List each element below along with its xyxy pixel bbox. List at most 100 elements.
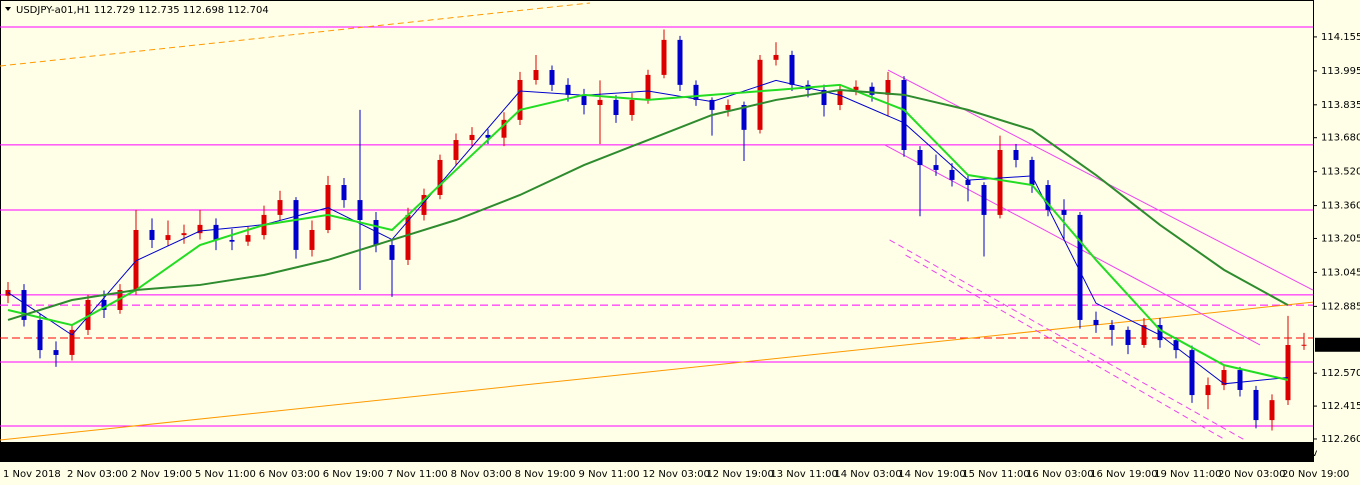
- x-tick-label: 7 Nov 11:00: [387, 469, 448, 480]
- candle-body: [1189, 350, 1195, 396]
- x-tick-label: 15 Nov 02:00: [898, 448, 965, 459]
- candle-body: [1253, 389, 1259, 421]
- x-tick-label: 19 Nov 11:00: [1154, 469, 1221, 480]
- candle-body: [149, 229, 155, 240]
- x-tick-label: 20 Nov 10:00: [1218, 448, 1285, 459]
- candle-body: [293, 200, 299, 250]
- candle-body: [869, 86, 875, 95]
- y-tick-label: 112.260: [1321, 434, 1360, 445]
- x-tick-label: 16 Nov 19:00: [1090, 469, 1157, 480]
- x-tick-label: 7 Nov 02:00: [323, 448, 384, 459]
- y-tick-label: 113.995: [1321, 66, 1360, 77]
- x-tick-label: 16 Nov 10:00: [1026, 448, 1093, 459]
- trend-line: [889, 239, 1246, 441]
- candle-body: [85, 300, 91, 330]
- x-tick-label: 14 Nov 19:00: [898, 469, 965, 480]
- x-tick-label: 6 Nov 19:00: [323, 469, 384, 480]
- candle-body: [565, 84, 571, 95]
- candle-body: [677, 39, 683, 85]
- x-tick-label: 20 Nov 03:00: [1218, 469, 1285, 480]
- candle-body: [517, 79, 523, 120]
- candle-body: [1237, 370, 1243, 390]
- candle-body: [1301, 344, 1307, 346]
- candle-body: [949, 169, 955, 180]
- x-tick-label: 1 Nov 2018: [3, 448, 61, 459]
- candle-body: [357, 200, 363, 221]
- candle-body: [789, 54, 795, 85]
- x-tick-label: 15 Nov 11:00: [962, 469, 1029, 480]
- x-tick-label: 14 Nov 10:00: [834, 448, 901, 459]
- x-tick-label: 13 Nov 02:00: [706, 448, 773, 459]
- candle-body: [965, 179, 971, 186]
- y-tick-label: 114.155: [1321, 32, 1360, 43]
- x-tick-label: 13 Nov 11:00: [770, 469, 837, 480]
- candle-body: [1285, 344, 1291, 401]
- candle-body: [613, 99, 619, 115]
- candle-body: [533, 70, 539, 80]
- candle-body: [997, 150, 1003, 215]
- candle-body: [725, 105, 731, 110]
- candle-body: [213, 224, 219, 240]
- y-tick-label: 113.360: [1321, 201, 1360, 212]
- candle-body: [453, 140, 459, 160]
- y-tick-label: 112.415: [1321, 401, 1360, 412]
- candle-body: [837, 89, 843, 106]
- x-tick-label: 9 Nov 11:00: [579, 469, 640, 480]
- trend-line: [905, 254, 1226, 441]
- price-tag: [1315, 337, 1360, 352]
- x-tick-label: 5 Nov 18:00: [195, 448, 256, 459]
- trend-line: [887, 69, 1314, 291]
- candle-body: [1109, 325, 1115, 330]
- menu-arrow[interactable]: [5, 7, 11, 11]
- y-tick-label: 112.885: [1321, 301, 1360, 312]
- candle-body: [501, 119, 507, 138]
- candle-body: [229, 239, 235, 242]
- candle-body: [117, 290, 123, 310]
- candle-body: [1013, 150, 1019, 160]
- x-tick-label: 2 Nov 03:00: [67, 469, 128, 480]
- x-tick-label: 18:00: [962, 448, 991, 459]
- moving-average: [7, 79, 1289, 385]
- x-tick-label: 18:00: [770, 448, 799, 459]
- time-band: [0, 443, 1314, 462]
- candle-body: [1157, 325, 1163, 341]
- plot-frame: [0, 0, 1314, 443]
- x-tick-label: 2 Nov 10:00: [67, 448, 128, 459]
- candle-body: [21, 290, 27, 320]
- candle-body: [709, 99, 715, 110]
- trend-line: [0, 2, 591, 67]
- candle-body: [245, 235, 251, 242]
- candle-body: [69, 329, 75, 355]
- x-tick-label: 1 Nov 2018: [3, 469, 61, 480]
- candle-body: [1125, 329, 1131, 345]
- candle-body: [773, 54, 779, 60]
- candle-body: [597, 99, 603, 106]
- candle-body: [133, 229, 139, 291]
- y-tick-label: 113.205: [1321, 233, 1360, 244]
- candle-body: [373, 220, 379, 246]
- x-tick-label: 2 Nov 19:00: [131, 469, 192, 480]
- candle-body: [1093, 319, 1099, 326]
- candle-body: [1077, 214, 1083, 320]
- candle-body: [485, 134, 491, 138]
- candle-body: [917, 150, 923, 166]
- candle-body: [901, 79, 907, 151]
- candle-body: [549, 70, 555, 85]
- x-tick-label: 16 Nov 03:00: [1026, 469, 1093, 480]
- candle-body: [885, 79, 891, 95]
- candle-body: [661, 39, 667, 75]
- candle-body: [981, 185, 987, 215]
- candle-body: [629, 99, 635, 115]
- candle-body: [1141, 325, 1147, 345]
- x-tick-label: 9 Nov 02:00: [515, 448, 576, 459]
- candle-body: [821, 89, 827, 106]
- x-tick-label: 19 Nov 18:00: [1154, 448, 1221, 459]
- moving-average: [7, 83, 1289, 381]
- candle-body: [165, 235, 171, 240]
- candle-body: [101, 300, 107, 310]
- y-tick-label: 112.570: [1321, 368, 1360, 379]
- candle-body: [341, 185, 347, 201]
- candle-body: [277, 200, 283, 215]
